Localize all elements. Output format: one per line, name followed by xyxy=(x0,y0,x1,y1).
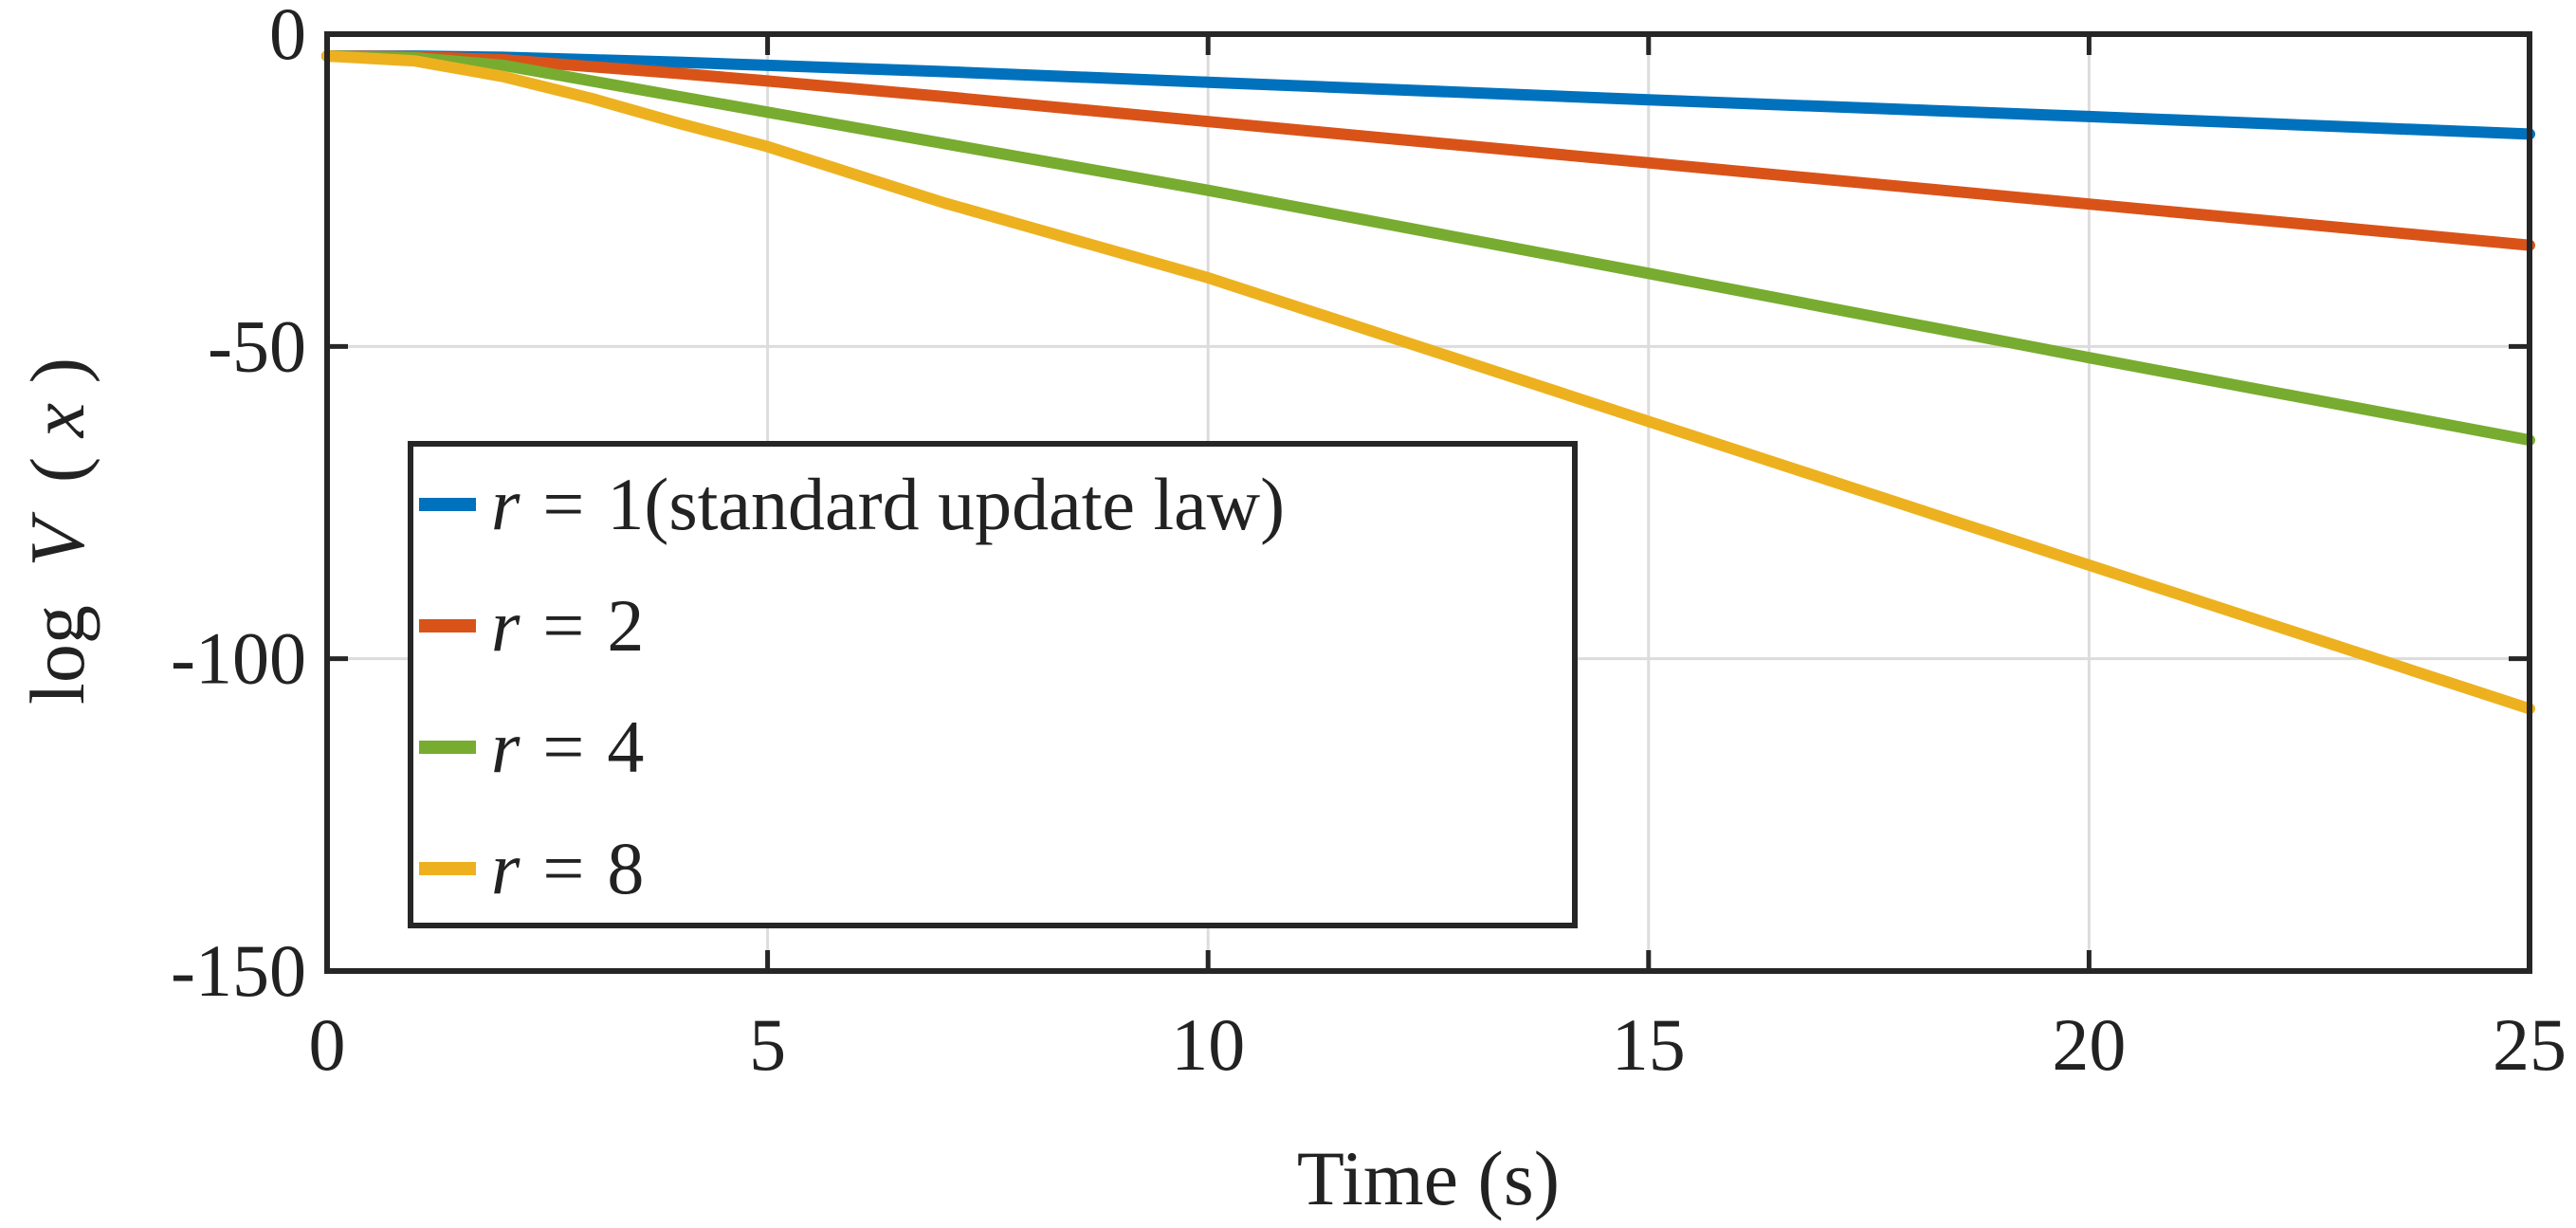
ticks xyxy=(324,31,2532,974)
legend: r = 1(standard update law) r = 2 r = 4 r = 8 xyxy=(408,441,1578,928)
x-tick-label: 0 xyxy=(309,1003,346,1086)
legend-label-var: r xyxy=(491,706,521,788)
y-tick-label: 0 xyxy=(269,0,306,75)
x-tick-label: 15 xyxy=(1612,1003,1686,1086)
x-tick-label: 10 xyxy=(1171,1003,1245,1086)
legend-label-name: 2 xyxy=(607,584,644,667)
legend-label: r = 1(standard update law) xyxy=(491,463,1285,545)
legend-label: r = 8 xyxy=(491,827,644,909)
series-line-2 xyxy=(321,50,2535,447)
legend-label-var: r xyxy=(491,463,521,545)
legend-label-name: 1(standard update law) xyxy=(607,463,1285,545)
legend-label-var: r xyxy=(491,584,521,667)
legend-label-eq: = xyxy=(542,706,584,788)
tick-labels: 0 5 10 15 20 25 0 -50 -100 -150 xyxy=(171,0,2567,1086)
legend-label-name: 8 xyxy=(607,827,644,909)
legend-items: r = 1(standard update law) r = 2 r = 4 r = 8 xyxy=(419,463,1285,909)
x-axis-label: Time (s) xyxy=(1297,1135,1560,1221)
legend-label: r = 2 xyxy=(491,584,644,667)
legend-label-eq: = xyxy=(542,584,584,667)
y-axis-label-open: ( xyxy=(14,457,100,483)
legend-label: r = 4 xyxy=(491,706,644,788)
y-tick-label: -150 xyxy=(171,929,306,1012)
y-axis-label-func: V xyxy=(14,512,100,567)
legend-box xyxy=(408,441,1578,928)
y-axis-label-log: log xyxy=(14,605,100,705)
x-tick-label: 20 xyxy=(2052,1003,2126,1086)
y-tick-label: -100 xyxy=(171,617,306,700)
y-axis-label-close: ) xyxy=(14,357,100,383)
y-axis-label: log V ( x ) xyxy=(14,357,100,705)
legend-label-var: r xyxy=(491,827,521,909)
legend-label-name: 4 xyxy=(607,706,644,788)
legend-label-eq: = xyxy=(542,827,584,909)
series-line-3 xyxy=(321,50,2535,715)
y-axis-label-var: x xyxy=(14,403,100,438)
plot-frame xyxy=(324,31,2532,974)
series-layer xyxy=(321,50,2535,715)
legend-label-eq: = xyxy=(542,463,584,545)
x-tick-label: 5 xyxy=(749,1003,786,1086)
y-tick-label: -50 xyxy=(208,304,306,387)
x-tick-label: 25 xyxy=(2493,1003,2567,1086)
